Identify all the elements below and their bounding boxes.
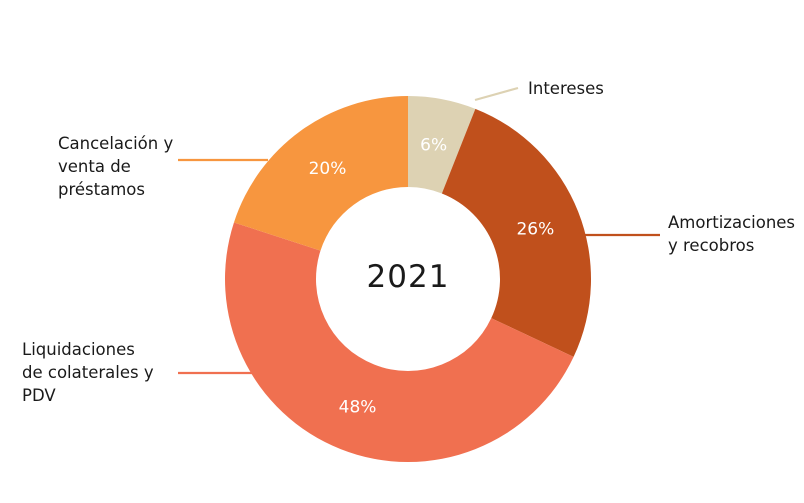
donut-slice-3 [225, 222, 574, 462]
category-label-line: Liquidaciones [22, 340, 135, 359]
category-label-line: Cancelación y [58, 134, 173, 153]
donut-slices [225, 96, 591, 462]
donut-slice-4 [233, 96, 408, 251]
slice-value-label-1: 6% [420, 135, 447, 155]
category-label-line: Intereses [528, 79, 604, 98]
category-label-line: préstamos [58, 180, 145, 199]
slice-value-label-3: 48% [339, 397, 377, 417]
category-label-line: Amortizaciones [668, 213, 795, 232]
category-label-4: Cancelación y venta de préstamos [58, 134, 173, 199]
slice-value-label-2: 26% [516, 220, 554, 240]
category-labels: Intereses Amortizaciones y recobros Liquida… [22, 79, 795, 405]
slice-value-labels: 6% 26% 48% 20% [309, 135, 555, 417]
donut-slice-1 [408, 96, 476, 194]
category-label-1: Intereses [528, 79, 604, 98]
donut-slice-2 [441, 108, 591, 357]
leader-line-1 [474, 86, 519, 102]
center-year-label: 2021 [367, 259, 450, 295]
category-label-line: venta de [58, 157, 131, 176]
category-label-line: PDV [22, 386, 56, 405]
slice-value-label-4: 20% [309, 159, 347, 179]
category-label-line: y recobros [668, 236, 754, 255]
category-label-line: de colaterales y [22, 363, 154, 382]
category-label-3: Liquidaciones de colaterales y PDV [22, 340, 154, 405]
leader-lines [178, 86, 660, 375]
category-label-2: Amortizaciones y recobros [668, 213, 795, 255]
